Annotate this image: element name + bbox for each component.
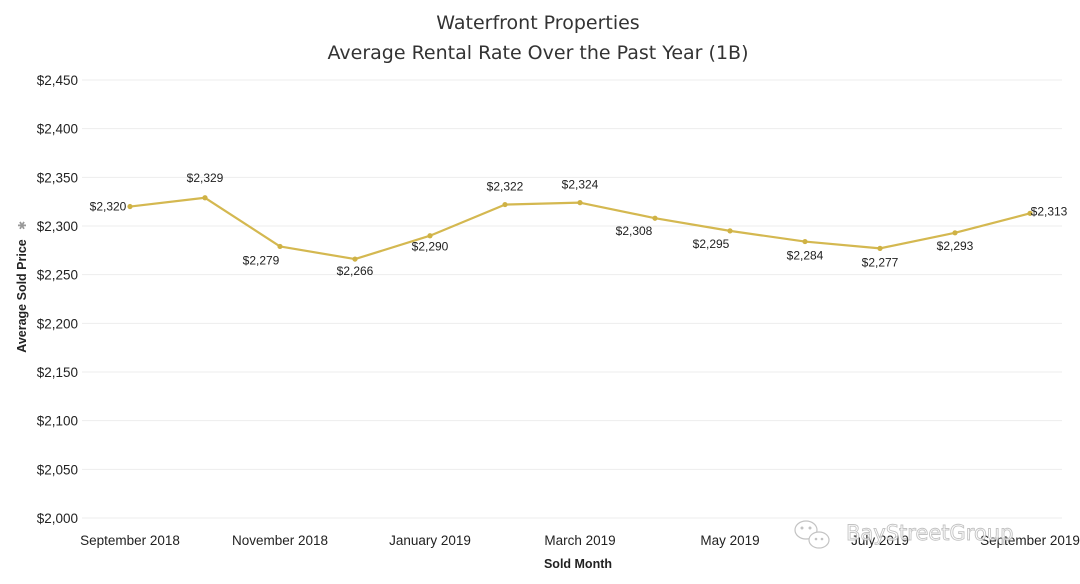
series-line bbox=[129, 196, 1031, 261]
y-tick-label: $2,150 bbox=[37, 365, 78, 380]
data-label: $2,284 bbox=[787, 249, 824, 263]
watermark: BayStreetGroup bbox=[794, 520, 1014, 549]
data-label: $2,290 bbox=[412, 240, 449, 254]
x-tick-label: July 2019 bbox=[851, 533, 909, 548]
x-tick-label: September 2018 bbox=[80, 533, 180, 548]
series-average-sold-price bbox=[127, 195, 1033, 262]
y-axis-title: Average Sold Price ✱ bbox=[15, 221, 29, 353]
data-label: $2,279 bbox=[243, 253, 280, 267]
y-tick-label: $2,450 bbox=[37, 73, 78, 88]
x-tick-label: November 2018 bbox=[232, 533, 328, 548]
data-point[interactable] bbox=[277, 243, 283, 250]
data-point[interactable] bbox=[202, 195, 208, 201]
data-label: $2,324 bbox=[562, 178, 599, 192]
y-axis-label: Average Sold Price bbox=[15, 239, 29, 353]
data-label: $2,329 bbox=[187, 171, 224, 185]
data-point[interactable] bbox=[352, 256, 358, 262]
y-tick-label: $2,300 bbox=[37, 219, 78, 234]
y-tick-label: $2,100 bbox=[37, 414, 78, 429]
data-label: $2,313 bbox=[1031, 204, 1068, 218]
data-label: $2,277 bbox=[862, 255, 899, 269]
y-tick-label: $2,250 bbox=[37, 268, 78, 283]
chart-title: Waterfront Properties bbox=[436, 12, 639, 34]
data-point[interactable] bbox=[577, 200, 583, 206]
data-labels: $2,320 $2,329 $2,279 $2,266 $2,290 $2,322 $2,3… bbox=[90, 171, 1068, 278]
data-point[interactable] bbox=[127, 203, 133, 210]
watermark-text: BayStreetGroup bbox=[846, 521, 1013, 545]
x-tick-label: May 2019 bbox=[700, 533, 759, 548]
y-tick-label: $2,050 bbox=[37, 462, 78, 477]
data-label: $2,293 bbox=[937, 239, 974, 253]
x-axis-ticks: September 2018 November 2018 January 2019 M… bbox=[80, 533, 1080, 548]
data-point[interactable] bbox=[1027, 210, 1033, 216]
y-tick-label: $2,000 bbox=[37, 511, 78, 526]
y-tick-label: $2,200 bbox=[37, 316, 78, 331]
x-tick-label: September 2019 bbox=[980, 533, 1080, 548]
y-tick-label: $2,350 bbox=[37, 170, 78, 185]
sort-icon[interactable]: ✱ bbox=[17, 221, 29, 230]
data-point[interactable] bbox=[952, 230, 958, 236]
gridlines bbox=[82, 79, 1062, 519]
x-axis-label: Sold Month bbox=[544, 557, 612, 571]
data-point[interactable] bbox=[727, 228, 733, 234]
data-label: $2,295 bbox=[693, 237, 730, 251]
data-point[interactable] bbox=[427, 233, 433, 239]
y-axis-ticks: $2,000 $2,050 $2,100 $2,150 $2,200 $2,250 $2,3… bbox=[37, 73, 78, 526]
data-point[interactable] bbox=[802, 238, 808, 245]
data-label: $2,322 bbox=[487, 180, 524, 194]
data-point[interactable] bbox=[502, 201, 508, 208]
data-label: $2,266 bbox=[337, 264, 374, 278]
wechat-icon bbox=[794, 520, 830, 549]
data-label: $2,308 bbox=[616, 224, 653, 238]
y-tick-label: $2,400 bbox=[37, 122, 78, 137]
data-label: $2,320 bbox=[90, 200, 127, 214]
data-point[interactable] bbox=[652, 215, 658, 221]
chart-subtitle: Average Rental Rate Over the Past Year (… bbox=[328, 42, 749, 64]
x-tick-label: March 2019 bbox=[544, 533, 615, 548]
data-point[interactable] bbox=[877, 245, 883, 251]
x-tick-label: January 2019 bbox=[389, 533, 471, 548]
